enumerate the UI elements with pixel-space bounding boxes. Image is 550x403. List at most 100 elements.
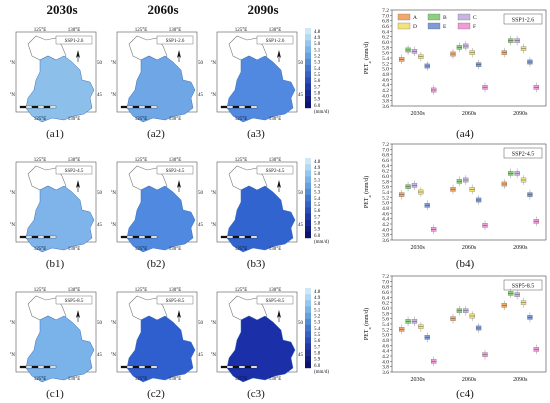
map-province [126,315,196,383]
colorbar-tick: 5.2 [314,315,321,320]
y-axis-label: PETa (mm/d) [363,42,372,74]
y-tick-label: 7.2 [382,8,389,14]
y-tick-label: 6.6 [382,290,389,296]
header-2060s: 2060s [147,2,179,17]
colorbar-swatch [305,288,311,295]
panel-label-c3: (c3) [247,388,265,400]
panel-label-c2: (c2) [147,388,165,400]
colorbar-swatch [305,349,311,356]
scale-bar [19,235,57,239]
colorbar-swatch [305,64,311,72]
scenario-label: SSP2-4.5 [166,169,185,174]
colorbar-swatch [305,71,311,78]
north-arrow-icon [177,180,181,192]
colorbar-tick: 6.0 [314,234,321,239]
colorbar-tick: 5.5 [314,333,321,338]
lon-label-bottom: 125°E [235,377,248,382]
legend-label: F [473,24,476,30]
colorbar-tick: 5.8 [314,351,321,356]
lat-label-left: 50°N [111,321,116,326]
y-tick-label: 5.8 [382,45,389,51]
colorbar-tick: 5.3 [314,61,321,66]
colorbar-swatch [305,89,311,96]
lon-label-bottom: 130°E [68,117,81,122]
boxplot-chart: 3.63.84.04.24.44.64.85.05.25.45.65.86.06… [363,274,547,383]
y-tick-label: 4.4 [382,349,389,355]
y-tick-label: 6.2 [382,301,389,307]
colorbar-tick: 5.1 [314,48,321,53]
x-tick-label: 2060s [462,245,477,251]
scenario-label: SSP5-8.5 [166,299,185,304]
y-tick-label: 7.0 [382,147,389,153]
map-province [226,315,296,383]
y-tick-label: 3.6 [382,104,389,110]
north-arrow-icon [76,310,80,322]
scenario-box [55,295,93,305]
lat-label-left: 45°N [111,353,116,358]
lat-label-right: 45°N [198,223,203,228]
panel-label-b4: (b4) [455,258,475,270]
colorbar-swatch [305,40,311,47]
y-tick-label: 6.0 [382,306,389,312]
lat-label-right: 45°N [298,353,303,358]
colorbar: 4.84.95.05.1 5.25.35.45.55.65.75.8 5.96.0(… [305,28,329,115]
lon-label-bottom: 125°E [34,247,47,252]
colorbar-tick: 4.9 [314,166,321,171]
lon-label-bottom: 130°E [169,247,182,252]
lon-label-bottom: 130°E [169,377,182,382]
colorbar-tick: 5.8 [314,91,321,96]
map-panel: 125°E 130°E 125°E 130°E 50°N 45°N 50°N 45°N SSP5… [10,288,102,383]
scale-bar [19,365,57,369]
scenario-label: SSP2-4.5 [512,152,535,158]
x-tick-label: 2090s [513,245,528,251]
map-province [25,315,95,383]
colorbar-tick: 5.9 [314,358,321,363]
colorbar-swatch [305,188,311,196]
north-arrow-icon [277,50,281,62]
lon-label-bottom: 125°E [135,377,148,382]
scale-bar [220,235,258,239]
panel-label-c4: (c4) [456,388,474,400]
lat-label-left: 45°N [211,353,216,358]
colorbar-tick: 5.0 [314,42,321,47]
y-tick-label: 5.2 [382,195,389,201]
map-panel: 125°E 130°E 125°E 130°E 50°N 45°N 50°N 45°N SSP1… [111,28,203,123]
lat-label-right: 50°N [298,191,303,196]
lat-label-right: 50°N [298,321,303,326]
legend-label: C [473,15,477,21]
scenario-label: SSP2-4.5 [266,169,285,174]
y-axis-label: PETa (mm/d) [363,308,372,340]
scenario-box [503,147,543,159]
y-tick-label: 6.0 [382,174,389,180]
y-tick-label: 3.8 [382,99,389,105]
x-tick-label: 2090s [513,377,528,383]
colorbar-tick: 5.9 [314,228,321,233]
lon-label-bottom: 130°E [269,377,282,382]
map-panel: 125°E 130°E 125°E 130°E 50°N 45°N 50°N 45°N SSP2… [111,158,203,253]
panel-label-a4: (a4) [456,128,474,140]
y-tick-label: 4.8 [382,72,389,78]
y-tick-label: 4.0 [382,93,389,99]
legend-swatch [397,22,411,30]
lon-label-bottom: 125°E [235,247,248,252]
y-tick-label: 4.4 [382,217,389,223]
legend-swatch [457,22,471,30]
scale-bar [220,365,258,369]
lon-label-top: 130°E [169,28,182,33]
legend-swatch [427,13,441,21]
lat-label-right: 45°N [97,353,102,358]
legend-label: D [413,24,417,30]
lon-label-top: 130°E [68,288,81,293]
colorbar-swatch [305,46,311,53]
colorbar-swatch [305,343,311,350]
scenario-box [256,295,294,305]
scale-bar [220,105,258,109]
y-tick-label: 6.8 [382,19,389,25]
colorbar-swatch [305,58,311,66]
colorbar-swatch [305,355,311,363]
y-tick-label: 5.4 [382,56,389,62]
lon-label-bottom: 130°E [269,117,282,122]
y-tick-label: 5.2 [382,61,389,67]
scenario-box [156,295,194,305]
lat-label-right: 50°N [198,191,203,196]
